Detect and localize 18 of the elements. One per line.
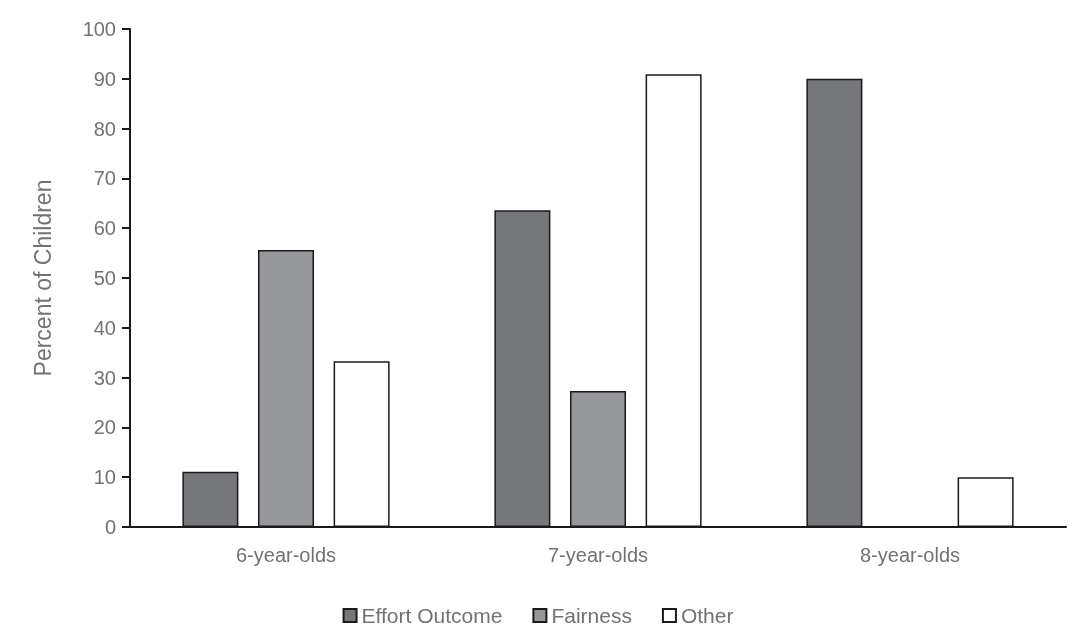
legend-label: Other: [680, 604, 734, 627]
y-tick-label: 10: [93, 466, 116, 489]
y-tick-label: 50: [93, 267, 116, 289]
x-tick-label: 8-year-olds: [859, 544, 961, 566]
y-tick-label: 60: [93, 217, 116, 240]
legend-label: Fairness: [551, 604, 632, 627]
y-tick-label: 80: [93, 117, 116, 140]
legend-label: Effort Outcome: [361, 604, 503, 627]
x-tick-label: 7-year-olds: [547, 544, 649, 566]
y-tick-label: 100: [82, 18, 116, 40]
y-tick-label: 40: [93, 316, 116, 339]
y-tick-label: 90: [93, 67, 116, 90]
y-tick-label: 0: [104, 516, 116, 538]
y-tick-label: 20: [93, 416, 116, 439]
x-tick-label: 6-year-olds: [235, 544, 337, 566]
y-tick-label: 30: [93, 366, 116, 389]
y-tick-label: 70: [93, 167, 116, 190]
y-axis-title: Percent of Children: [29, 179, 56, 377]
